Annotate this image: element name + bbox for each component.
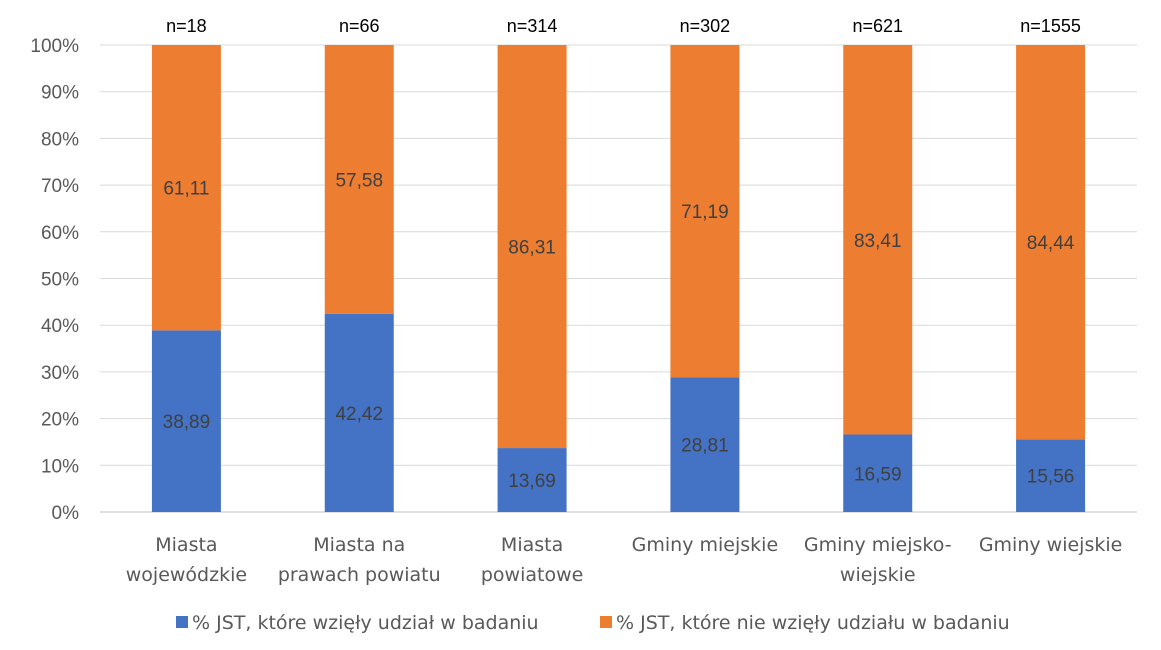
gridlines [100,44,1137,513]
bar-segment-participated [497,448,567,512]
y-tick-label: 30% [41,363,79,384]
data-label: 61,11 [163,179,209,200]
category-label: Gminy wiejskie [979,534,1123,556]
bar-segment-participated [324,313,394,512]
y-tick-label: 100% [30,36,79,57]
legend: % JST, które wzięły udział w badaniu % JS… [176,612,1010,634]
category-labels: Miasta wojewódzkie Miasta na prawach powiat… [126,534,1123,586]
data-label: 83,41 [854,231,902,252]
bars [151,45,1086,512]
category-label: wiejskie [840,564,916,586]
category-label: Miasta na [313,534,405,556]
bar-segment-not-participated [151,45,221,331]
bar-segment-not-participated [670,45,740,378]
category-label: Miasta [501,534,563,556]
category-label: wojewódzkie [126,564,247,586]
data-label: 71,19 [681,202,729,223]
sample-size-label: n=302 [680,16,731,36]
y-tick-label: 50% [41,270,79,291]
sample-size-label: n=314 [507,16,558,36]
legend-swatch [176,616,188,628]
bar-segment-participated [843,434,913,512]
y-tick-label: 80% [41,129,79,150]
sample-size-label: n=1555 [1020,16,1081,36]
data-label: 57,58 [335,170,383,191]
bar-segment-participated [670,377,740,512]
y-tick-label: 90% [41,83,79,104]
data-label: 84,44 [1027,233,1075,254]
category-label: Gminy miejsko- [804,534,952,556]
legend-label: % JST, które wzięły udział w badaniu [192,612,539,634]
data-labels: 38,89 61,11 42,42 57,58 13,69 86,31 28,81 71,19… [163,170,1075,492]
data-label: 42,42 [335,404,383,425]
data-label: 16,59 [854,464,902,485]
legend-swatch [600,616,612,628]
sample-size-label: n=66 [339,16,380,36]
y-tick-label: 60% [41,223,79,244]
y-tick-label: 10% [41,456,79,477]
data-label: 13,69 [508,471,556,492]
category-label: prawach powiatu [278,564,441,586]
bar-segment-not-participated [843,45,913,435]
data-label: 15,56 [1027,467,1075,488]
sample-size-label: n=18 [166,16,207,36]
y-tick-label: 70% [41,176,79,197]
bar-segment-not-participated [497,45,567,449]
y-tick-label: 20% [41,410,79,431]
category-label: Miasta [155,534,217,556]
legend-label: % JST, które nie wzięły udziału w badani… [616,612,1010,634]
bar-segment-participated [1016,439,1086,512]
y-tick-label: 40% [41,316,79,337]
bar-segment-not-participated [1016,45,1086,440]
sample-size-labels: n=18 n=66 n=314 n=302 n=621 n=1555 [166,16,1081,36]
y-tick-label: 0% [52,503,80,524]
data-label: 28,81 [681,436,729,457]
category-label: Gminy miejskie [632,534,778,556]
data-label: 86,31 [508,238,556,259]
category-label: powiatowe [481,564,583,586]
bar-segment-participated [151,330,221,512]
data-label: 38,89 [163,412,211,433]
sample-size-label: n=621 [852,16,903,36]
bar-segment-not-participated [324,45,394,314]
y-axis-ticks: 0% 10% 20% 30% 40% 50% 60% 70% 80% 90% 100% [30,36,79,524]
